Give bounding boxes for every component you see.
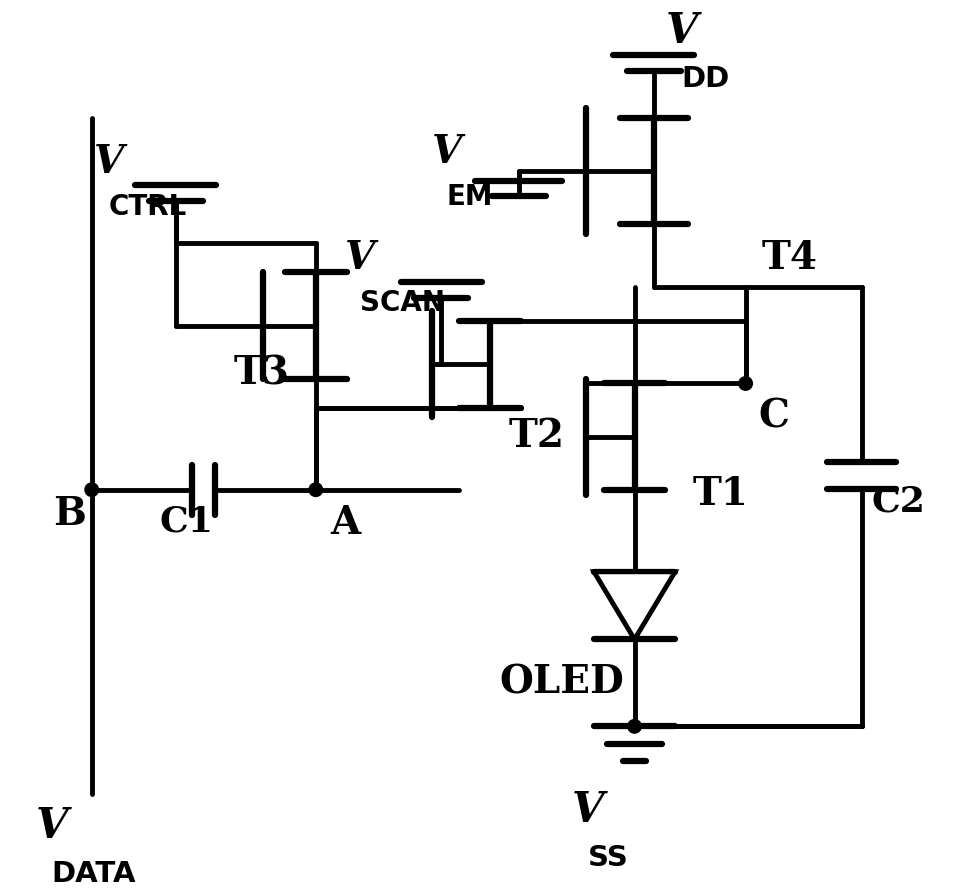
Text: EM: EM bbox=[446, 183, 493, 211]
Text: OLED: OLED bbox=[499, 663, 624, 702]
Text: SS: SS bbox=[588, 844, 629, 872]
Text: V: V bbox=[572, 789, 604, 830]
Circle shape bbox=[628, 719, 641, 733]
Text: C1: C1 bbox=[159, 504, 213, 538]
Text: T4: T4 bbox=[762, 239, 818, 276]
Circle shape bbox=[309, 483, 323, 496]
Text: V: V bbox=[345, 239, 375, 277]
Text: V: V bbox=[94, 143, 124, 180]
Text: C: C bbox=[758, 398, 789, 436]
Text: V: V bbox=[665, 10, 698, 52]
Text: DD: DD bbox=[682, 65, 730, 93]
Text: V: V bbox=[36, 805, 68, 847]
Circle shape bbox=[739, 377, 753, 390]
Text: T2: T2 bbox=[509, 417, 565, 456]
Text: V: V bbox=[432, 133, 462, 171]
Text: T3: T3 bbox=[233, 354, 290, 392]
Text: B: B bbox=[53, 495, 86, 533]
Text: A: A bbox=[330, 504, 361, 543]
Text: DATA: DATA bbox=[52, 860, 136, 888]
Text: C2: C2 bbox=[871, 485, 925, 519]
Text: SCAN: SCAN bbox=[360, 289, 444, 317]
Polygon shape bbox=[594, 572, 675, 639]
Circle shape bbox=[85, 483, 99, 496]
Text: T1: T1 bbox=[692, 475, 749, 513]
Text: CTRL: CTRL bbox=[108, 193, 187, 221]
